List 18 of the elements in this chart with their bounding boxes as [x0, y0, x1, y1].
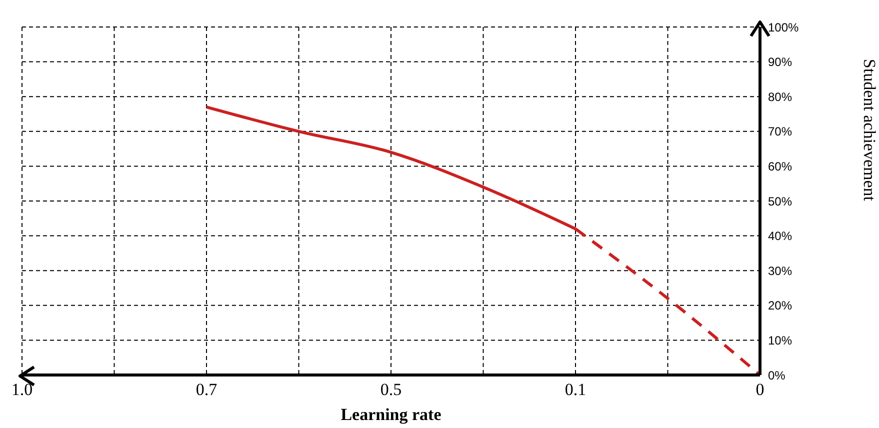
y-tick-label: 50%: [768, 194, 792, 208]
x-axis-title: Learning rate: [340, 405, 442, 424]
y-tick-label: 70%: [768, 124, 792, 139]
y-axis-title: Student achievement: [860, 58, 879, 202]
y-tick-label: 30%: [768, 264, 792, 278]
x-tick-label: 0.5: [380, 380, 402, 400]
y-tick-label: 0%: [768, 368, 786, 382]
y-tick-label: 80%: [768, 90, 792, 104]
x-tick-label: 1.0: [11, 380, 33, 400]
x-tick-label: 0.1: [564, 380, 586, 400]
x-tick-label: 0: [756, 380, 764, 400]
y-tick-label: 20%: [768, 298, 792, 313]
x-tick-label: 0.7: [196, 380, 218, 400]
y-tick-label: 40%: [768, 229, 792, 244]
y-tick-label: 100%: [768, 20, 800, 34]
y-tick-label: 10%: [768, 333, 792, 348]
y-tick-label: 60%: [768, 159, 792, 174]
y-tick-label: 90%: [768, 55, 792, 70]
